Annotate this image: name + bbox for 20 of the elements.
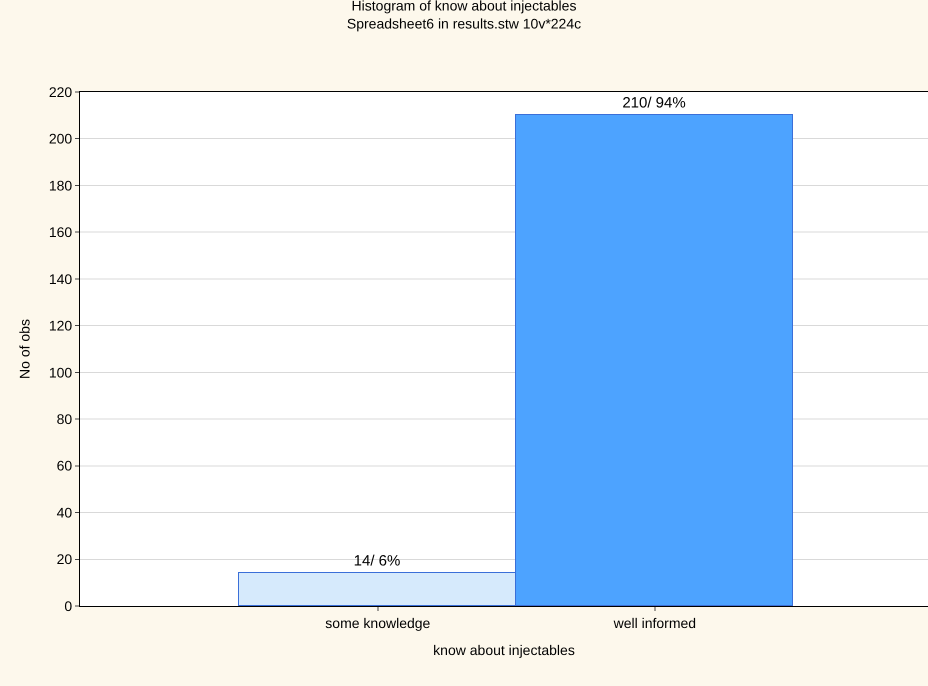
y-tick-label: 20	[56, 551, 72, 568]
y-tick-label: 180	[48, 177, 72, 194]
x-tick-label: some knowledge	[325, 614, 431, 631]
x-tick-label: well informed	[612, 614, 696, 631]
y-tick-label: 100	[48, 364, 72, 380]
y-tick-label: 0	[64, 598, 72, 614]
y-tick-label: 40	[56, 504, 72, 520]
chart-title: Histogram of know about injectables	[352, 0, 576, 14]
chart-subtitle: Spreadsheet6 in results.stw 10v*224c	[346, 15, 582, 32]
y-tick-label: 200	[48, 130, 72, 147]
y-axis-title: No of obs	[16, 319, 32, 379]
y-tick-label: 160	[48, 224, 72, 240]
y-tick-label: 60	[56, 458, 72, 474]
y-tick-label: 140	[48, 270, 72, 287]
y-tick-label: 80	[56, 410, 72, 427]
data-label: 210/ 94%	[622, 94, 686, 112]
x-axis-title: know about injectables	[433, 642, 575, 658]
data-label: 14/ 6%	[354, 552, 400, 570]
y-tick-label: 120	[48, 318, 72, 334]
y-tick-label: 220	[48, 84, 72, 100]
